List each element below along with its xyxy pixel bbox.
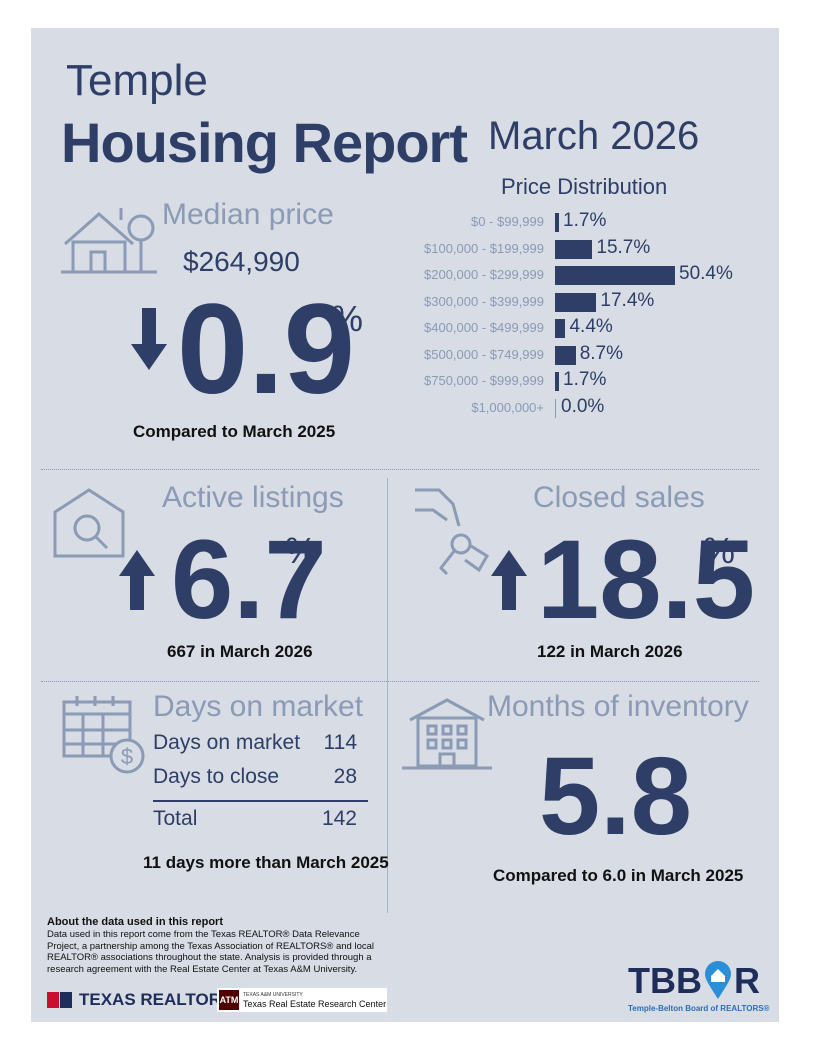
months-of-inventory-value: 5.8 bbox=[539, 735, 692, 858]
price-distribution-bar bbox=[555, 319, 566, 338]
days-on-market-comparison: 11 days more than March 2025 bbox=[143, 853, 389, 872]
median-price-comparison: Compared to March 2025 bbox=[133, 422, 336, 441]
dom-row-value: 114 bbox=[323, 731, 357, 754]
price-range-label: $1,000,000+ bbox=[471, 399, 544, 415]
price-distribution-value: 1.7% bbox=[563, 369, 607, 390]
hand-keys-icon bbox=[415, 488, 490, 576]
tbbor-pin-house-icon bbox=[705, 961, 731, 999]
tamu-university-text: TEXAS A&M UNIVERSITY bbox=[243, 992, 303, 998]
price-distribution-value: 15.7% bbox=[596, 236, 651, 258]
price-distribution-bar bbox=[555, 213, 560, 232]
price-distribution-value: 50.4% bbox=[679, 263, 733, 284]
median-price-change: 0.9 bbox=[177, 278, 355, 421]
texas-realtors-logo: TEXAS REALTORS bbox=[47, 990, 232, 1010]
closed-sales-percent: % bbox=[703, 530, 736, 571]
price-distribution-row: $200,000 - $299,999 50.4% bbox=[31, 263, 779, 289]
dom-row: Days to close 28 bbox=[153, 765, 357, 789]
dom-total-label: Total bbox=[153, 807, 198, 830]
house-tree-icon bbox=[61, 208, 157, 274]
median-price-title: Median price bbox=[162, 198, 334, 231]
active-listings-percent: % bbox=[285, 530, 318, 571]
price-distribution-bar bbox=[555, 266, 675, 285]
arrow-up-icon bbox=[119, 550, 155, 610]
price-range-label: $750,000 - $999,999 bbox=[424, 373, 544, 388]
calendar-dollar-icon: $ bbox=[62, 696, 145, 774]
about-body: Data used in this report come from the T… bbox=[47, 929, 375, 975]
closed-sales-title: Closed sales bbox=[533, 481, 705, 514]
active-listings-title: Active listings bbox=[162, 481, 344, 514]
report-title: Housing Report bbox=[61, 111, 468, 174]
dom-total-value: 142 bbox=[321, 807, 357, 830]
apartment-building-icon bbox=[402, 698, 492, 770]
price-range-label: $0 - $99,999 bbox=[470, 214, 544, 229]
price-distribution-title: Price Distribution bbox=[501, 174, 668, 199]
price-range-label: $100,000 - $199,999 bbox=[424, 240, 544, 256]
price-range-label: $400,000 - $499,999 bbox=[424, 320, 544, 335]
arrow-up-icon bbox=[491, 550, 527, 610]
price-range-label: $300,000 - $399,999 bbox=[424, 293, 544, 309]
tbbor-text-right: R bbox=[734, 960, 760, 1001]
dom-row-label: Days on market bbox=[153, 731, 301, 754]
price-distribution-value: 4.4% bbox=[569, 316, 613, 337]
price-distribution-bar bbox=[555, 292, 597, 312]
report-month: March 2026 bbox=[488, 114, 700, 158]
price-range-label: $200,000 - $299,999 bbox=[424, 267, 544, 282]
closed-sales-detail: 122 in March 2026 bbox=[537, 642, 683, 661]
price-distribution-value: 8.7% bbox=[579, 342, 624, 364]
price-distribution-row: $500,000 - $749,999 8.7% bbox=[31, 343, 779, 369]
house-search-icon bbox=[53, 488, 125, 558]
price-distribution-bar bbox=[555, 398, 556, 418]
city-name: Temple bbox=[66, 56, 208, 105]
dom-row-label: Days to close bbox=[153, 765, 280, 788]
price-distribution-value: 17.4% bbox=[600, 289, 655, 311]
tbbor-logo: TBB R bbox=[628, 960, 760, 1002]
svg-text:$: $ bbox=[121, 744, 133, 769]
median-price-percent: % bbox=[331, 298, 364, 339]
price-distribution-bar bbox=[555, 345, 576, 365]
tamu-logo: ATM TEXAS A&M UNIVERSITY Texas Real Esta… bbox=[217, 988, 387, 1012]
price-distribution-bar bbox=[555, 372, 560, 391]
arrow-down-icon bbox=[131, 308, 167, 370]
texas-realtors-mark-icon bbox=[47, 992, 72, 1008]
months-of-inventory-comparison: Compared to 6.0 in March 2025 bbox=[493, 866, 744, 885]
price-distribution-row: $0 - $99,999 1.7% bbox=[31, 210, 779, 236]
report-panel: Temple Housing Report March 2026 Median … bbox=[31, 28, 779, 1022]
texas-realtors-text: TEXAS REALTORS bbox=[79, 990, 233, 1009]
closed-sales-change: 18.5 bbox=[537, 517, 755, 642]
dom-total-row: Total 142 bbox=[153, 807, 357, 831]
price-distribution-row: $300,000 - $399,999 17.4% bbox=[31, 290, 779, 316]
median-price-value: $264,990 bbox=[183, 246, 300, 277]
price-distribution-value: 1.7% bbox=[563, 210, 607, 231]
dom-row: Days on market 114 bbox=[153, 731, 357, 755]
active-listings-change: 6.7 bbox=[171, 517, 327, 642]
price-distribution-row: $100,000 - $199,999 15.7% bbox=[31, 237, 779, 263]
price-distribution-row: $400,000 - $499,999 4.4% bbox=[31, 316, 779, 342]
total-rule bbox=[153, 800, 368, 802]
vertical-divider bbox=[387, 478, 388, 913]
divider bbox=[41, 469, 759, 470]
tbbor-subtitle: Temple-Belton Board of REALTORS® bbox=[628, 1004, 770, 1013]
price-distribution-bar bbox=[555, 239, 593, 259]
tamu-mark-icon: ATM bbox=[219, 990, 239, 1010]
price-range-label: $500,000 - $749,999 bbox=[424, 346, 544, 362]
tbbor-text-left: TBB bbox=[628, 960, 702, 1001]
about-heading: About the data used in this report bbox=[47, 916, 224, 928]
tamu-center-text: Texas Real Estate Research Center bbox=[243, 999, 387, 1009]
price-distribution-row: $1,000,000+ 0.0% bbox=[31, 396, 779, 422]
dom-row-value: 28 bbox=[333, 765, 357, 788]
price-distribution-row: $750,000 - $999,999 1.7% bbox=[31, 369, 779, 395]
divider bbox=[41, 681, 759, 682]
days-on-market-title: Days on market bbox=[153, 690, 364, 723]
price-distribution-value: 0.0% bbox=[561, 395, 605, 417]
active-listings-detail: 667 in March 2026 bbox=[167, 642, 313, 661]
months-of-inventory-title: Months of inventory bbox=[487, 690, 749, 723]
